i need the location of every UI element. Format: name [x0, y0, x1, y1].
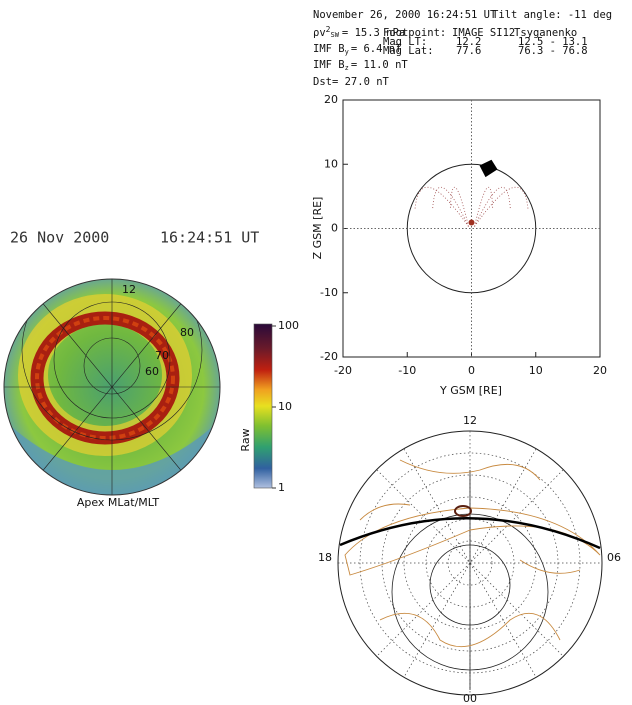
x-tick-label: 10	[529, 364, 543, 377]
footpoint-cell: 77.6	[456, 45, 481, 57]
lat-label: 70	[155, 349, 169, 362]
y-tick-label: -20	[320, 350, 338, 363]
date-line: November 26, 2000 16:24:51 UT	[313, 9, 497, 21]
mlt-label: 12	[122, 283, 136, 296]
colorbar-ticks: 100 10 1	[272, 319, 299, 494]
field-line	[475, 187, 511, 226]
figure: November 26, 2000 16:24:51 UT Tilt angle…	[0, 0, 632, 705]
lat-label: 60	[145, 365, 159, 378]
sub: y	[345, 48, 349, 56]
aurora-caption: Apex MLat/MLT	[77, 496, 160, 509]
time: 16:24:51 UT	[160, 229, 259, 247]
x-tick-label: -20	[334, 364, 352, 377]
field-line	[415, 187, 469, 226]
field-line	[475, 187, 529, 226]
x-tick-label: 0	[468, 364, 475, 377]
colorbar-tick-label: 10	[278, 400, 292, 413]
gsm-plot: -20 -10 0 10 20 -20 -10 0 10 20	[320, 93, 607, 377]
mlt-label: 06	[607, 551, 621, 564]
mlt-label: 12	[463, 414, 477, 427]
field-line	[433, 187, 469, 226]
lat-label: 80	[180, 326, 194, 339]
footpoint-cell: 76.3 - 76.8	[518, 45, 588, 57]
colorbar-label: Raw	[239, 428, 252, 451]
value: = 11.0 nT	[351, 59, 409, 71]
imf-bz: IMF Bz= 11.0 nT	[313, 59, 408, 72]
colorbar-tick-label: 100	[278, 319, 299, 332]
footpoint-cell: Mag Lat:	[383, 45, 434, 57]
label: ρv	[313, 27, 326, 39]
colorbar	[254, 324, 272, 488]
polar-map: 12 18 06 00	[318, 414, 621, 705]
footprint-block	[480, 160, 498, 177]
date: 26 Nov 2000	[10, 229, 109, 247]
x-axis-label: Y GSM [RE]	[439, 384, 502, 397]
label: IMF B	[313, 43, 345, 55]
x-tick-label: 20	[593, 364, 607, 377]
y-tick-label: -10	[320, 286, 338, 299]
dst: Dst= 27.0 nT	[313, 76, 390, 88]
mlt-label: 00	[463, 692, 477, 705]
earth	[469, 220, 475, 226]
sub: SW	[330, 31, 339, 39]
tilt-angle: Tilt angle: -11 deg	[492, 9, 612, 21]
y-tick-label: 20	[324, 93, 338, 106]
aurora-image: 12 80 70 60	[4, 260, 220, 500]
colorbar-tick-label: 1	[278, 481, 285, 494]
mlt-label: 18	[318, 551, 332, 564]
y-tick-label: 10	[324, 157, 338, 170]
y-tick-label: 0	[331, 222, 338, 235]
magnetosphere-outline	[407, 164, 536, 293]
sub: z	[345, 64, 349, 72]
label: IMF B	[313, 59, 345, 71]
y-axis-label: Z GSM [RE]	[311, 197, 324, 260]
x-tick-label: -10	[398, 364, 416, 377]
